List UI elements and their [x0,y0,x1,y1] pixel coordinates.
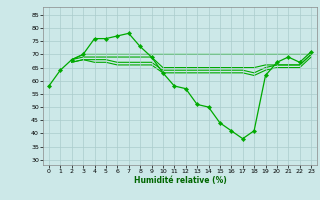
X-axis label: Humidité relative (%): Humidité relative (%) [134,176,226,185]
